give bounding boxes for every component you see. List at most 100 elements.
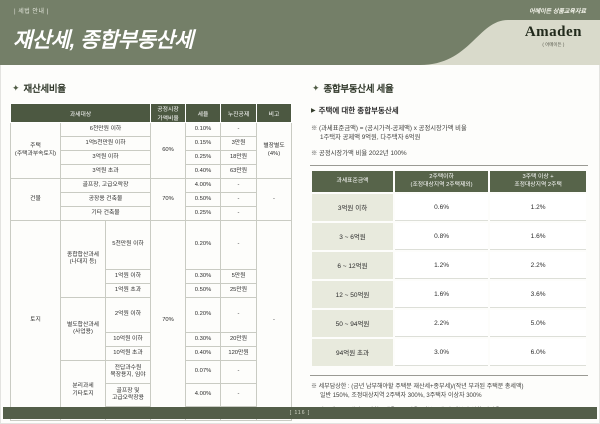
deduction-cell: 18만원 (220, 150, 258, 165)
table-row: 6 ~ 12억원 1.2% 2.2% (312, 252, 586, 280)
triangle-bullet-icon: ▶ (311, 107, 316, 114)
deduction-cell: - (220, 122, 258, 137)
rate-cell: 0.15% (185, 136, 222, 151)
col-header-rate: 세율 (185, 103, 222, 123)
rate-cell: 0.07% (185, 360, 222, 384)
category-cell: 토지 (10, 220, 61, 421)
rate-cell: 0.25% (185, 206, 222, 221)
threshold-cell: 1억5천만원 이하 (59, 136, 152, 151)
deduction-cell: 3만원 (220, 136, 258, 151)
col-header-two-houses: 2주택이하 (조정대상지역 2주택제외) (395, 171, 489, 193)
brand-wordmark: Amaden (524, 24, 582, 40)
table-row: 1억원 이하 0.30% 5만원 (11, 269, 292, 284)
threshold-cell: 전답과수원 목장용지, 임야 (104, 360, 152, 384)
col-header-market-ratio: 공정시장 가액비율 (150, 103, 187, 123)
ratio-cell: 70% (150, 178, 187, 221)
rate-cell: 0.50% (185, 192, 222, 207)
subtitle-text: 주택에 대한 종합부동산세 (318, 106, 399, 115)
comprehensive-tax-table: 과세표준금액 2주택이하 (조정대상지역 2주택제외) 3주택 이상 + 조정대… (310, 169, 588, 368)
tax-burden-cap-note: ※ 세부담상한 : (금년 납부해야할 주택분 재산세+종부세)/(작년 부과된… (311, 384, 524, 391)
market-ratio-2022-note: ※ 공정시장가액 비율 2022년 100% (311, 149, 407, 157)
threshold-cell: 1억원 초과 (104, 283, 152, 298)
section-title-text: 종합부동산세 세율 (323, 84, 394, 95)
beige-swoosh-shape (420, 20, 600, 65)
rate-cell: 0.40% (185, 164, 222, 179)
deduction-cell: - (220, 297, 258, 333)
threshold-cell: 1억원 이하 (104, 269, 152, 284)
rate-low-cell: 0.6% (395, 194, 489, 222)
rate-cell: 0.50% (185, 283, 222, 298)
deduction-cell: 63만원 (220, 164, 258, 179)
table-row: 50 ~ 94억원 2.2% 5.0% (312, 310, 586, 338)
category-cell: 주택 (주택과부속토지) (10, 122, 61, 179)
deduction-cell: 20만원 (220, 332, 258, 347)
table-row: 토지 종합합산과세 (나대지 등) 5천만원 이하 70% 0.20% - - (10, 220, 293, 421)
deduction-cell: 25만원 (220, 283, 258, 298)
table-row: 12 ~ 50억원 1.6% 3.6% (312, 281, 586, 309)
table-row: 3억원 이하 0.25% 18만원 (11, 150, 292, 165)
col-header-tax-base: 과세표준금액 (312, 171, 393, 193)
rate-high-cell: 1.2% (490, 194, 586, 222)
deduction-cell: 120만원 (220, 346, 258, 361)
tax-base-formula-note: ※ (과세표준금액) = (공시가격-공제액) x 공정시장가액 비율 (311, 125, 467, 132)
deduction-cell: - (220, 383, 258, 407)
table-header-row: 과세표준금액 2주택이하 (조정대상지역 2주택제외) 3주택 이상 + 조정대… (312, 171, 586, 193)
divider-line (310, 375, 588, 377)
threshold-cell: 2억원 이하 (104, 297, 152, 333)
table-row: 기타 건축물 0.25% - (11, 206, 292, 221)
deduction-cell: 5만원 (220, 269, 258, 284)
deduction-cell: - (220, 206, 258, 221)
edu-material-label: 어메이든 상품교육자료 (529, 9, 586, 15)
rate-cell: 0.40% (185, 346, 222, 361)
bracket-cell: 3억원 이하 (312, 194, 393, 222)
table-row: 3 ~ 6억원 0.8% 1.6% (312, 223, 586, 251)
deduction-cell: - (220, 178, 258, 193)
property-tax-section: ✦ 재산세비율 과세대상 공정시장 가액비율 세율 누진공제 비고 (9, 65, 293, 424)
deduction-cell: - (220, 360, 258, 384)
footer-page-bar: [ 116 ] (3, 407, 597, 419)
subcategory-cell: 별도합산과세 (사업용) (60, 297, 106, 361)
rate-low-cell: 1.6% (395, 281, 489, 309)
col-header-remark: 비고 (256, 103, 293, 123)
ratio-cell: 60% (150, 122, 187, 179)
header-tag: | 세법 안내 | (14, 9, 49, 15)
col-header-three-houses: 3주택 이상 + 조정대상지역 2주택 (490, 171, 586, 193)
rate-cell: 0.25% (185, 150, 222, 165)
table-row: 1억원 초과 0.50% 25만원 (11, 283, 292, 298)
threshold-cell: 골프장, 고급오락장 (59, 178, 152, 193)
subcategory-cell: 종합합산과세 (나대지 등) (60, 220, 106, 298)
brand-sub-label: ( 어메이든 ) (542, 42, 565, 47)
deduction-cell: - (220, 220, 258, 270)
threshold-cell: 공장용 건축물 (59, 192, 152, 207)
table-row: 주택 (주택과부속토지) 6천만원 이하 60% 0.10% - 별장별도 (4… (10, 122, 293, 179)
table-row: 건물 골프장, 고급오락장 70% 4.00% - - (10, 178, 293, 221)
page-title: 재산세, 종합부동산세 (13, 29, 194, 52)
bracket-cell: 12 ~ 50억원 (312, 281, 393, 309)
header-band: | 세법 안내 | 재산세, 종합부동산세 어메이든 상품교육자료 Amaden… (0, 0, 600, 65)
section-title-text: 재산세비율 (23, 84, 67, 95)
deduction-amount-note: 1주택자 공제액 9억원, 다주택자 6억원 (320, 134, 421, 142)
comprehensive-tax-section-title: ✦ 종합부동산세 세율 (312, 81, 588, 95)
rate-cell: 0.20% (185, 220, 222, 270)
property-tax-section-title: ✦ 재산세비율 (12, 81, 292, 95)
bracket-cell: 6 ~ 12억원 (312, 252, 393, 280)
brand-block: Amaden ( 어메이든 ) (525, 25, 582, 48)
rate-high-cell: 3.6% (490, 281, 586, 309)
rate-cell: 4.00% (185, 383, 222, 407)
col-header-target: 과세대상 (9, 103, 152, 123)
rate-high-cell: 5.0% (490, 310, 586, 338)
main-content: ✦ 재산세비율 과세대상 공정시장 가액비율 세율 누진공제 비고 (0, 65, 600, 424)
deduction-cell: - (220, 192, 258, 207)
rate-high-cell: 2.2% (490, 252, 586, 280)
threshold-cell: 5천만원 이하 (104, 220, 152, 270)
rate-low-cell: 1.2% (395, 252, 489, 280)
rate-cell: 0.30% (185, 269, 222, 284)
ratio-cell: 70% (150, 220, 187, 421)
threshold-cell: 6천만원 이하 (59, 122, 152, 137)
threshold-cell: 골프장 및 고급오락장용 (104, 383, 152, 407)
threshold-cell: 3억원 이하 (59, 150, 152, 165)
rate-high-cell: 1.6% (490, 223, 586, 251)
page-number: [ 116 ] (289, 410, 311, 416)
table-header-row: 과세대상 공정시장 가액비율 세율 누진공제 비고 (9, 103, 293, 123)
